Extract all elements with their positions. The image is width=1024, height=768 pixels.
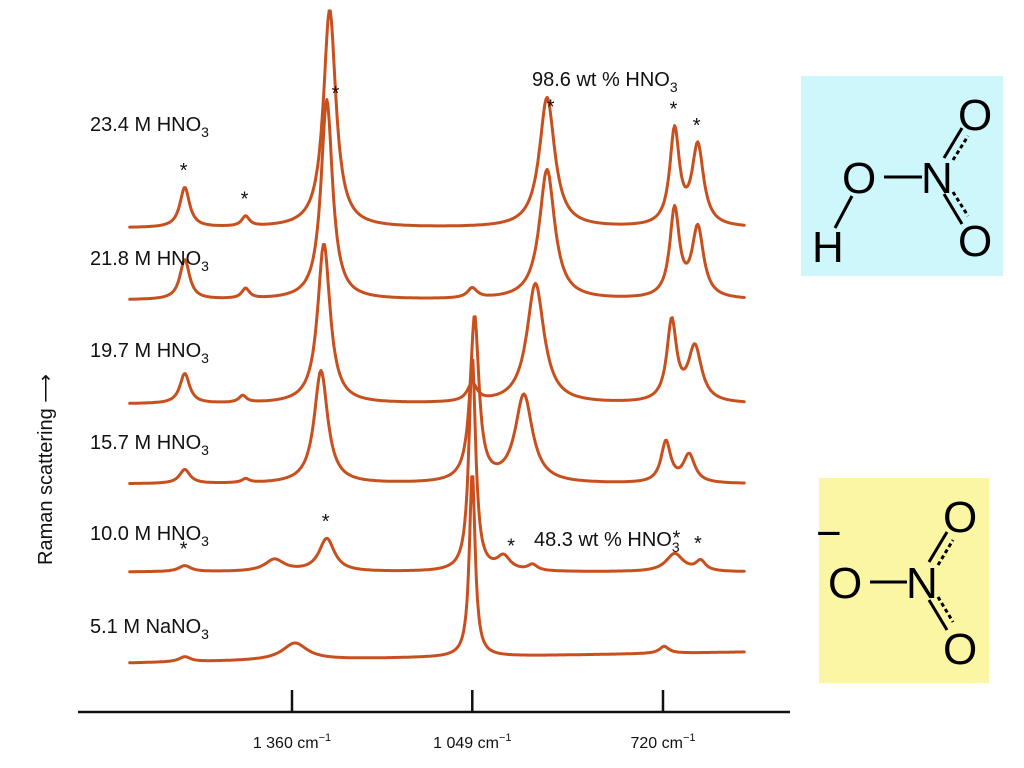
peak-star: *: [332, 83, 340, 105]
atom-n: N: [921, 154, 953, 203]
nitrate-ion-structure: − O N O O: [816, 478, 989, 683]
series-label-3: 15.7 M HNO3: [90, 432, 209, 458]
x-tick-label: 1 049 cm−1: [433, 732, 511, 752]
bond-n-oupper: [927, 531, 949, 563]
atom-h: H: [812, 223, 844, 272]
spectrum-line-3: [128, 315, 746, 485]
peak-star: *: [547, 96, 555, 118]
peak-star: *: [180, 539, 188, 561]
series-label-1: 5.1 M NaNO3: [90, 616, 209, 642]
annotation-98-6-wt: 98.6 wt % HNO3: [532, 69, 678, 95]
peak-star: *: [241, 189, 249, 211]
atom-o-upper: O: [943, 493, 977, 542]
bond-n-otop-2: [951, 135, 970, 161]
series-label-4: 19.7 M HNO3: [90, 340, 209, 366]
series-labels: 5.1 M NaNO3 10.0 M HNO3 15.7 M HNO3 19.7 M …: [90, 114, 209, 642]
bond-n-obottom-2: [951, 191, 970, 217]
x-tick-label: 1 360 cm−1: [253, 732, 331, 752]
atom-o-top: O: [958, 91, 992, 140]
atom-n-nitrate: N: [906, 559, 938, 608]
series-label-6: 23.4 M HNO3: [90, 114, 209, 140]
bond-n-obottom: [942, 193, 964, 225]
spectrum-line-4: [128, 243, 746, 405]
series-label-2: 10.0 M HNO3: [90, 523, 209, 549]
peak-stars: * * * * * * * * * * *: [180, 83, 702, 561]
peak-star: *: [507, 536, 515, 558]
peak-star: *: [670, 99, 678, 121]
series-label-5: 21.8 M HNO3: [90, 248, 209, 274]
x-ticks: 1 360 cm−1 1 049 cm−1 720 cm−1: [253, 690, 696, 752]
bond-n-oupper-2: [936, 539, 955, 566]
atom-o-left: O: [828, 559, 862, 608]
spectrum-line-1: [128, 475, 746, 665]
spectrum-line-5: [128, 98, 746, 301]
y-axis-label: Raman scattering ⟶: [35, 374, 57, 565]
peak-star: *: [672, 528, 680, 550]
spectrum-line-6: [128, 9, 746, 229]
bond-n-olower-2: [936, 596, 955, 623]
spectra-group: [128, 9, 746, 665]
spectrum-line-2: [128, 358, 746, 574]
atom-o-hydroxyl: O: [842, 154, 876, 203]
peak-star: *: [180, 160, 188, 182]
peak-star: *: [322, 511, 330, 533]
bond-h-o: [833, 195, 854, 229]
bond-n-olower: [927, 599, 949, 631]
bond-n-otop: [942, 127, 964, 159]
atom-o-bottom: O: [958, 217, 992, 266]
peak-star: *: [694, 533, 702, 555]
x-tick-label: 720 cm−1: [630, 732, 695, 752]
nitric-acid-structure: H O N O O: [801, 76, 1003, 276]
atom-o-lower: O: [943, 625, 977, 674]
peak-star: *: [693, 115, 701, 137]
annotation-48-3-wt: 48.3 wt % HNO3: [534, 529, 680, 555]
nitrate-charge: −: [816, 509, 842, 558]
